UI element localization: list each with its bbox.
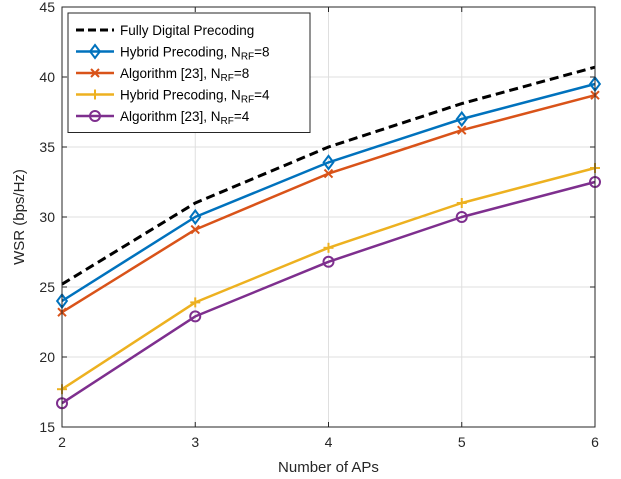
y-tick-label: 40 bbox=[39, 69, 55, 85]
x-tick-label: 2 bbox=[58, 434, 66, 450]
data-point bbox=[323, 242, 334, 253]
series-0 bbox=[61, 65, 596, 286]
legend-marker bbox=[88, 43, 102, 60]
y-tick-label: 20 bbox=[39, 349, 55, 365]
data-point bbox=[189, 208, 202, 226]
legend-item: Algorithm [23], NRF=8 bbox=[76, 66, 249, 84]
legend: Fully Digital Precoding Hybrid Precoding,… bbox=[67, 12, 311, 133]
x-tick-label: 5 bbox=[458, 434, 466, 450]
axes bbox=[61, 6, 596, 428]
series-layer bbox=[55, 65, 602, 410]
series-line bbox=[61, 65, 596, 286]
legend-marker bbox=[89, 110, 101, 122]
x-tick-label: 6 bbox=[591, 434, 599, 450]
legend-item: Algorithm [23], NRF=4 bbox=[76, 109, 250, 127]
data-point bbox=[456, 198, 467, 208]
data-point bbox=[189, 310, 202, 323]
y-tick-label: 30 bbox=[39, 209, 55, 225]
legend-label: Algorithm [23], NRF=8 bbox=[120, 66, 249, 84]
y-tick-label: 15 bbox=[39, 419, 55, 435]
legend-label: Fully Digital Precoding bbox=[120, 23, 254, 38]
data-point bbox=[322, 255, 335, 268]
data-point bbox=[455, 211, 468, 223]
legend-item: Hybrid Precoding, NRF=4 bbox=[76, 88, 270, 106]
legend-label: Hybrid Precoding, NRF=8 bbox=[120, 45, 270, 63]
legend-item: Fully Digital Precoding bbox=[76, 23, 254, 38]
y-axis-title: WSR (bps/Hz) bbox=[11, 169, 28, 265]
legend-label: Hybrid Precoding, NRF=4 bbox=[120, 88, 270, 106]
data-point bbox=[190, 297, 201, 308]
x-tick-label: 4 bbox=[325, 434, 333, 450]
data-point bbox=[190, 224, 200, 235]
legend-marker bbox=[90, 68, 100, 78]
legend-label: Algorithm [23], NRF=4 bbox=[120, 109, 250, 127]
legend-marker bbox=[90, 89, 100, 100]
x-axis-title: Number of APs bbox=[278, 459, 379, 476]
series-2 bbox=[57, 90, 600, 317]
y-tick-label: 25 bbox=[39, 279, 55, 295]
x-tick-label: 3 bbox=[191, 434, 199, 450]
series-line bbox=[61, 82, 596, 303]
series-3 bbox=[57, 163, 600, 395]
data-point bbox=[323, 168, 334, 179]
legend-item: Hybrid Precoding, NRF=8 bbox=[76, 43, 270, 63]
data-point bbox=[455, 110, 468, 128]
y-tick-label: 35 bbox=[39, 139, 55, 155]
axes-box bbox=[61, 6, 596, 428]
series-line bbox=[61, 180, 596, 405]
data-point bbox=[322, 154, 335, 171]
data-point bbox=[457, 125, 467, 135]
y-tick-label: 45 bbox=[39, 0, 55, 15]
